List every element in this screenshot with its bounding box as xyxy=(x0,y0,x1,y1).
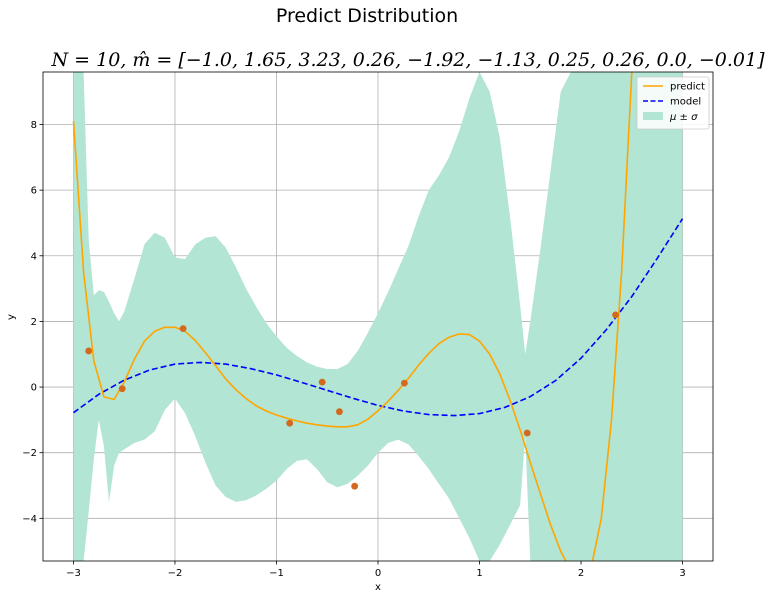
model-line xyxy=(73,218,684,417)
observation-point xyxy=(351,482,359,490)
uncertainty-band xyxy=(73,72,683,561)
uncertainty-band-layer xyxy=(73,72,683,561)
x-tick-label: −3 xyxy=(66,568,81,579)
legend-label-band: μ ± σ xyxy=(669,112,698,123)
x-tick-label: 1 xyxy=(476,568,482,579)
legend-swatch-band xyxy=(643,112,663,120)
observation-point xyxy=(286,419,294,427)
y-tick-label: −2 xyxy=(22,448,37,459)
legend-label-model: model xyxy=(670,97,701,108)
y-axis-label: y xyxy=(6,314,17,320)
observation-point xyxy=(118,385,126,393)
observation-point xyxy=(523,429,531,437)
y-tick-label: 2 xyxy=(31,317,37,328)
x-tick-label: 0 xyxy=(375,568,381,579)
legend: predict model μ ± σ xyxy=(636,76,710,130)
legend-label-predict: predict xyxy=(670,82,705,93)
observation-point xyxy=(336,408,343,416)
predict-line xyxy=(72,72,633,561)
x-tick-label: −2 xyxy=(168,568,183,579)
observation-point xyxy=(179,325,187,333)
x-tick-label: 2 xyxy=(578,568,584,579)
chart-suptitle: Predict Distribution xyxy=(276,5,458,27)
observation-point xyxy=(400,379,408,387)
y-tick-label: 4 xyxy=(31,251,37,262)
y-tick-label: 8 xyxy=(31,120,37,131)
observation-point xyxy=(318,378,326,386)
y-tick-label: 0 xyxy=(31,383,37,394)
observation-points xyxy=(85,311,619,490)
series-layer xyxy=(72,72,684,561)
x-axis-label: x xyxy=(375,582,381,593)
y-tick-label: −4 xyxy=(22,514,37,525)
observation-point xyxy=(612,311,619,319)
observation-point xyxy=(85,347,93,355)
axis-ticks: −3 −2 −1 0 1 2 3 −4 −2 0 2 4 6 8 xyxy=(22,120,685,579)
x-tick-label: 3 xyxy=(679,568,685,579)
chart-title: N = 10, m̂ = [−1.0, 1.65, 3.23, 0.26, −1… xyxy=(51,49,766,71)
x-tick-label: −1 xyxy=(269,568,284,579)
y-tick-label: 6 xyxy=(31,186,37,197)
